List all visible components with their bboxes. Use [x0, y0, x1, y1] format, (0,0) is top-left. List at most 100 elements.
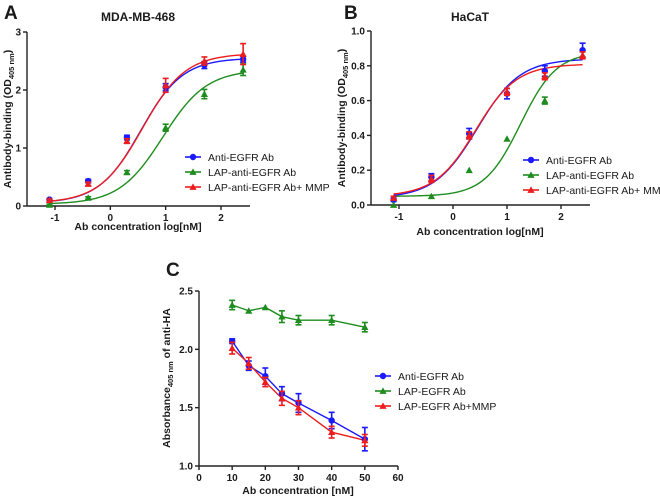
panel-b-label: B: [344, 3, 358, 24]
panel-a-chart: A MDA-MB-468 Ab concentration log[nM] An…: [2, 3, 330, 233]
panel-c-legend-item-lap-egfr-ab: LAP-EGFR Ab: [375, 386, 466, 398]
panel-a-y-tick-label: 0: [15, 202, 21, 213]
panel-c-data-point-anti-egfr-ab: [328, 417, 335, 424]
panel-b-legend-label: Anti-EGFR Ab: [546, 155, 612, 167]
panel-c-x-axis-title: Ab concentration [nM]: [242, 485, 353, 497]
panel-b-data-point-lap-anti-egfr-ab: [390, 201, 398, 208]
panel-a-series-line-lap-anti-egfr-ab: [49, 72, 244, 205]
panel-a-plot-area: 0 1 2 3 -1 0 1 2 Anti-EGFR Ab LAP-anti-EGFR Ab LAP…: [15, 28, 329, 225]
panel-c-data-point-lap-egfr-ab: [261, 303, 269, 311]
panel-b-x-tick-label: 0: [450, 212, 456, 223]
panel-b-title: HaCaT: [451, 10, 490, 24]
panel-c-data-point-lap-egfr-ab-mmp: [228, 344, 236, 352]
panel-a-data-point-lap-anti-egfr-ab-mmp: [200, 57, 208, 64]
panel-a-x-tick-label: 2: [218, 213, 224, 224]
panel-b-data-point-lap-anti-egfr-ab-mmp: [541, 72, 549, 80]
panel-b-series-line-lap-anti-egfr-ab-mmp: [393, 64, 583, 195]
panel-b-y-tick-label: 0.4: [351, 131, 365, 142]
panel-a-data-point-lap-anti-egfr-ab-mmp: [84, 180, 92, 187]
panel-b-data-point-lap-anti-egfr-ab-mmp: [427, 175, 435, 182]
panel-b-data-point-lap-anti-egfr-ab: [503, 135, 511, 142]
panel-b-legend-label: LAP-anti-EGFR Ab: [546, 170, 634, 182]
panel-c-data-point-lap-egfr-ab-mmp: [328, 428, 336, 436]
panel-a-series-line-lap-anti-egfr-ab-mmp: [49, 54, 244, 202]
panel-c-y-tick-label: 2.0: [179, 345, 193, 356]
panel-b-x-tick-label: -1: [395, 212, 404, 223]
panel-a-data-point-lap-anti-egfr-ab: [45, 201, 54, 208]
panel-c-x-tick-label: 0: [196, 473, 202, 484]
panel-c-y-tick-label: 1.5: [179, 403, 193, 414]
panel-a-data-point-lap-anti-egfr-ab: [123, 168, 131, 176]
panel-b-x-axis-title: Ab concentration log[nM]: [416, 226, 543, 238]
panel-c-legend-item-lap-egfr-ab-mmp: LAP-EGFR Ab+MMP: [375, 401, 496, 413]
panel-c-data-point-lap-egfr-ab-mmp: [261, 378, 269, 385]
panel-c-data-point-lap-egfr-ab-mmp: [245, 359, 253, 367]
panel-c-legend-marker: [379, 372, 387, 380]
panel-b-legend-item-lap-anti-egfr-ab: LAP-anti-EGFR Ab: [523, 170, 634, 182]
panel-a-series-line-anti-egfr-ab: [49, 58, 244, 202]
panel-a-x-tick-label: 0: [108, 213, 114, 224]
panel-b-series-line-lap-anti-egfr-ab: [393, 55, 583, 197]
panel-a-legend-item-lap-anti-egfr-ab-mmp: LAP-anti-EGFR Ab+ MMP: [185, 182, 330, 194]
panel-a-y-tick-label: 3: [15, 28, 21, 39]
panel-a-data-point-lap-anti-egfr-ab: [162, 124, 170, 131]
panel-c-data-point-lap-egfr-ab: [294, 316, 303, 324]
panel-b-plot-area: 0.0 0.2 0.4 0.6 0.8 1.0 -1 0 1 2 Anti-EGFR Ab LAP-a…: [351, 27, 660, 224]
panel-c-legend-marker: [379, 387, 387, 394]
panel-b-x-tick-label: 2: [558, 212, 564, 223]
panel-a-title: MDA-MB-468: [101, 10, 175, 24]
panel-a-legend-label: LAP-anti-EGFR Ab+ MMP: [208, 182, 330, 194]
panel-c-x-tick-label: 10: [227, 473, 239, 484]
panel-b-x-tick-label: 1: [504, 212, 510, 223]
panel-c-data-point-lap-egfr-ab: [328, 316, 336, 324]
panel-b-y-axis-title: Antibody-binding (OD405 nm): [336, 49, 350, 187]
panel-a-label: A: [4, 3, 18, 24]
panel-c-data-point-lap-egfr-ab-mmp: [294, 404, 303, 411]
panel-b-legend-label: LAP-anti-EGFR Ab+ MMP: [546, 185, 660, 197]
panel-c-legend-label: LAP-EGFR Ab: [398, 386, 466, 398]
panel-c-x-tick-label: 30: [293, 473, 305, 484]
panel-a-legend-label: Anti-EGFR Ab: [208, 152, 274, 164]
panel-b-y-tick-label: 0.8: [351, 61, 365, 72]
panel-c-data-point-lap-egfr-ab-mmp: [361, 436, 369, 444]
panel-b-legend-item-lap-anti-egfr-ab-mmp: LAP-anti-EGFR Ab+ MMP: [523, 185, 660, 197]
panel-a-legend-marker: [189, 153, 197, 161]
panel-b-data-point-lap-anti-egfr-ab-mmp: [503, 88, 511, 95]
panel-b-data-point-lap-anti-egfr-ab-mmp: [465, 131, 473, 139]
panel-c-data-point-lap-egfr-ab: [361, 323, 369, 331]
panel-c-legend-label: Anti-EGFR Ab: [398, 371, 464, 383]
panel-a-data-point-lap-anti-egfr-ab: [239, 66, 247, 73]
panel-a-legend-item-anti-egfr-ab: Anti-EGFR Ab: [185, 152, 274, 164]
panel-b-y-tick-label: 0.2: [351, 166, 365, 177]
panel-c-x-tick-label: 60: [392, 473, 404, 484]
panel-c-legend-item-anti-egfr-ab: Anti-EGFR Ab: [375, 371, 464, 383]
panel-a-y-tick-label: 2: [15, 86, 21, 97]
panel-c-y-tick-label: 1.0: [179, 462, 193, 473]
panel-a-legend-item-lap-anti-egfr-ab: LAP-anti-EGFR Ab: [185, 167, 296, 179]
panel-b-data-point-lap-anti-egfr-ab: [465, 166, 473, 174]
panel-c-legend-marker: [379, 402, 387, 409]
panel-c-data-point-lap-egfr-ab: [245, 307, 253, 314]
panel-c-x-tick-label: 20: [260, 473, 272, 484]
panel-a-y-tick-label: 1: [15, 144, 21, 155]
panel-b-legend-item-anti-egfr-ab: Anti-EGFR Ab: [523, 155, 612, 167]
panel-a-data-point-lap-anti-egfr-ab: [200, 90, 208, 97]
panel-b-legend-marker: [527, 186, 535, 193]
panel-c-legend-label: LAP-EGFR Ab+MMP: [398, 401, 496, 413]
panel-a-data-point-lap-anti-egfr-ab: [84, 194, 92, 201]
panel-c-series-line-anti-egfr-ab: [231, 340, 366, 440]
panel-c-data-point-lap-egfr-ab-mmp: [278, 394, 286, 402]
panel-b-data-point-lap-anti-egfr-ab: [427, 192, 435, 200]
panel-c-label: C: [166, 260, 180, 281]
panel-c-data-point-lap-egfr-ab: [228, 301, 236, 308]
panel-b-data-point-lap-anti-egfr-ab-mmp: [579, 51, 587, 59]
panel-c-x-tick-label: 50: [359, 473, 371, 484]
panel-a-legend-marker: [189, 168, 197, 175]
panel-a-x-axis-title: Ab concentration log[nM]: [74, 221, 201, 233]
panel-c-chart: C Ab concentration [nM] Absorbance405 nm…: [161, 260, 496, 497]
panel-c-plot-area: 1.0 1.5 2.0 2.5 0 10 20 30 40 50 60 Anti-EGFR Ab LAP…: [179, 287, 496, 485]
panel-b-data-point-lap-anti-egfr-ab: [541, 97, 549, 104]
panel-c-x-tick-label: 40: [326, 473, 338, 484]
panel-a-data-point-lap-anti-egfr-ab-mmp: [162, 81, 170, 89]
